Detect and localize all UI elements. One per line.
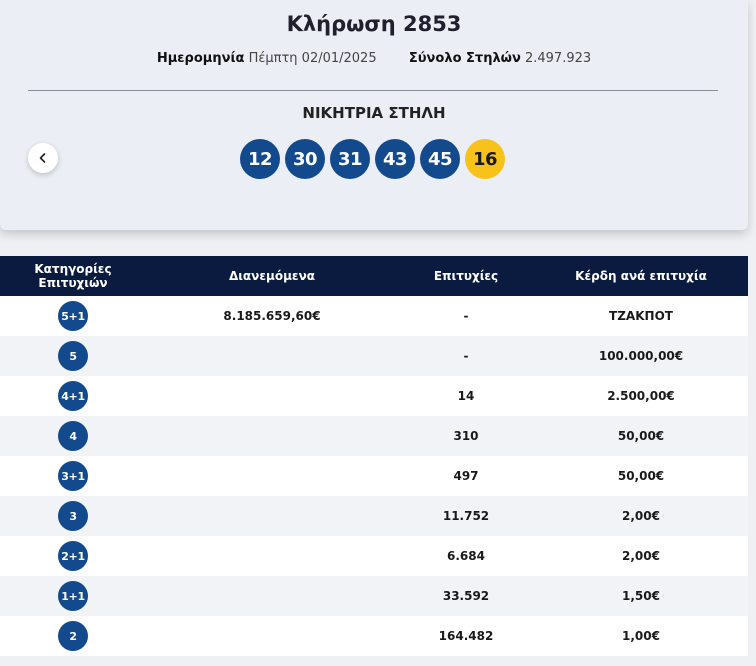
date-label: Ημερομηνία <box>156 51 245 66</box>
table-row: 3 11.752 2,00€ <box>0 496 748 536</box>
distributed-cell <box>146 376 398 416</box>
columns-label: Σύνολο Στηλών <box>408 51 521 66</box>
number-ball: 43 <box>375 139 415 179</box>
prize-cell: 2,00€ <box>534 536 748 576</box>
table-row: 5 - 100.000,00€ <box>0 336 748 376</box>
prize-cell: 1,50€ <box>534 576 748 616</box>
category-badge: 3+1 <box>58 461 88 491</box>
previous-draw-button[interactable] <box>28 143 58 173</box>
prize-cell: 100.000,00€ <box>534 336 748 376</box>
winners-cell: 164.482 <box>398 616 534 656</box>
prize-cell: 50,00€ <box>534 456 748 496</box>
distributed-cell <box>146 616 398 656</box>
distributed-cell <box>146 496 398 536</box>
table-header-row: Κατηγορίες Επιτυχιών Διανεμόμενα Επιτυχί… <box>0 256 748 296</box>
distributed-cell <box>146 456 398 496</box>
table-row: 2 164.482 1,00€ <box>0 616 748 656</box>
winners-cell: 497 <box>398 456 534 496</box>
number-ball: 12 <box>240 139 280 179</box>
winning-column-title: ΝΙΚΗΤΡΙΑ ΣΤΗΛΗ <box>302 104 446 122</box>
category-badge: 4 <box>58 421 88 451</box>
distributed-cell <box>146 416 398 456</box>
winning-numbers: 12 30 31 43 45 16 <box>240 139 505 179</box>
category-badge: 2 <box>58 621 88 651</box>
winners-cell: - <box>398 296 534 336</box>
chevron-left-icon <box>39 153 46 163</box>
number-ball: 31 <box>330 139 370 179</box>
distributed-cell <box>146 336 398 376</box>
category-badge: 4+1 <box>58 381 88 411</box>
distributed-cell <box>146 536 398 576</box>
table-row: 2+1 6.684 2,00€ <box>0 536 748 576</box>
date-value: Πέμπτη 02/01/2025 <box>248 51 377 66</box>
header-distributed: Διανεμόμενα <box>146 256 398 296</box>
table-row: 1+1 33.592 1,50€ <box>0 576 748 616</box>
divider <box>28 90 718 91</box>
winners-cell: 11.752 <box>398 496 534 536</box>
header-categories: Κατηγορίες Επιτυχιών <box>0 256 146 296</box>
category-badge: 1+1 <box>58 581 88 611</box>
table-row: 5+1 8.185.659,60€ - ΤΖΑΚΠΟΤ <box>0 296 748 336</box>
header-winners: Επιτυχίες <box>398 256 534 296</box>
draw-title: Κλήρωση 2853 <box>286 12 462 36</box>
header-prize-per-winner: Κέρδη ανά επιτυχία <box>534 256 748 296</box>
winners-cell: 310 <box>398 416 534 456</box>
table-row: 4+1 14 2.500,00€ <box>0 376 748 416</box>
table-row: 3+1 497 50,00€ <box>0 456 748 496</box>
columns-value: 2.497.923 <box>524 51 592 66</box>
number-ball: 45 <box>420 139 460 179</box>
winners-cell: - <box>398 336 534 376</box>
category-badge: 2+1 <box>58 541 88 571</box>
winners-cell: 14 <box>398 376 534 416</box>
distributed-cell <box>146 576 398 616</box>
prize-cell: ΤΖΑΚΠΟΤ <box>534 296 748 336</box>
draw-meta: Ημερομηνία Πέμπτη 02/01/2025 Σύνολο Στηλ… <box>0 51 748 66</box>
distributed-cell: 8.185.659,60€ <box>146 296 398 336</box>
prize-cell: 2.500,00€ <box>534 376 748 416</box>
prize-cell: 1,00€ <box>534 616 748 656</box>
draw-card: Κλήρωση 2853 Ημερομηνία Πέμπτη 02/01/202… <box>0 0 748 230</box>
table-row: 4 310 50,00€ <box>0 416 748 456</box>
category-badge: 3 <box>58 501 88 531</box>
category-badge: 5 <box>58 341 88 371</box>
prize-cell: 2,00€ <box>534 496 748 536</box>
winners-cell: 6.684 <box>398 536 534 576</box>
prize-table: Κατηγορίες Επιτυχιών Διανεμόμενα Επιτυχί… <box>0 256 748 656</box>
number-ball: 30 <box>285 139 325 179</box>
winners-cell: 33.592 <box>398 576 534 616</box>
prize-cell: 50,00€ <box>534 416 748 456</box>
category-badge: 5+1 <box>58 301 88 331</box>
bonus-ball: 16 <box>465 139 505 179</box>
